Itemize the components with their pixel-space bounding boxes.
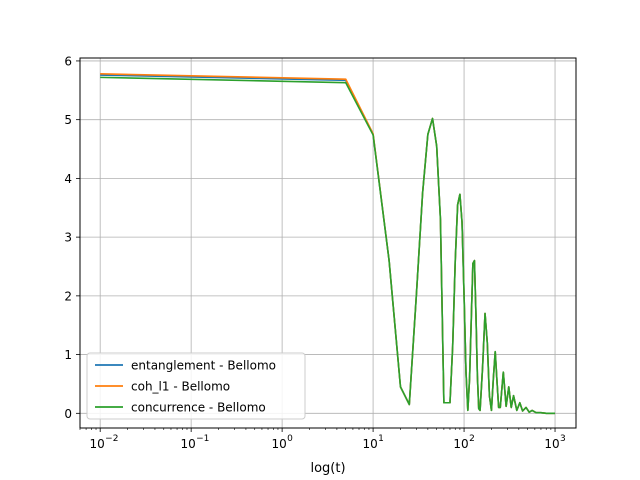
y-tick-label: 5 (64, 113, 72, 127)
x-axis: 10 −2 10 −1 10 0 10 1 10 2 10 3 (79, 428, 566, 451)
y-tick-label: 0 (64, 407, 72, 421)
legend-label: coh_l1 - Bellomo (131, 380, 230, 394)
x-tick-label: 10 (544, 437, 559, 451)
x-tick-exponent: −1 (196, 434, 209, 444)
x-tick-label: 10 (271, 437, 286, 451)
y-tick-label: 4 (64, 172, 72, 186)
series-lines (100, 73, 556, 415)
y-tick-label: 3 (64, 231, 72, 245)
legend-label: concurrence - Bellomo (131, 401, 266, 415)
plot-frame (79, 57, 577, 429)
series-line-3 (100, 76, 556, 415)
y-tick-label: 1 (64, 348, 72, 362)
x-tick-label: 10 (453, 437, 468, 451)
y-axis: 0 1 2 3 4 5 6 (64, 54, 80, 421)
x-tick-exponent: 0 (287, 434, 293, 444)
x-tick-label: 10 (90, 437, 105, 451)
legend-label: entanglement - Bellomo (131, 359, 276, 373)
x-axis-label: log(t) (310, 461, 345, 476)
legend-box (86, 352, 306, 420)
x-tick-label: 10 (362, 437, 377, 451)
x-tick-exponent: −2 (105, 434, 118, 444)
y-tick-label: 6 (64, 54, 72, 68)
legend: entanglement - Bellomo coh_l1 - Bellomo co… (86, 352, 306, 420)
x-tick-exponent: 2 (469, 434, 475, 444)
x-tick-label: 10 (181, 437, 196, 451)
x-tick-exponent: 1 (378, 434, 384, 444)
x-tick-exponent: 3 (560, 434, 566, 444)
y-tick-label: 2 (64, 289, 72, 303)
